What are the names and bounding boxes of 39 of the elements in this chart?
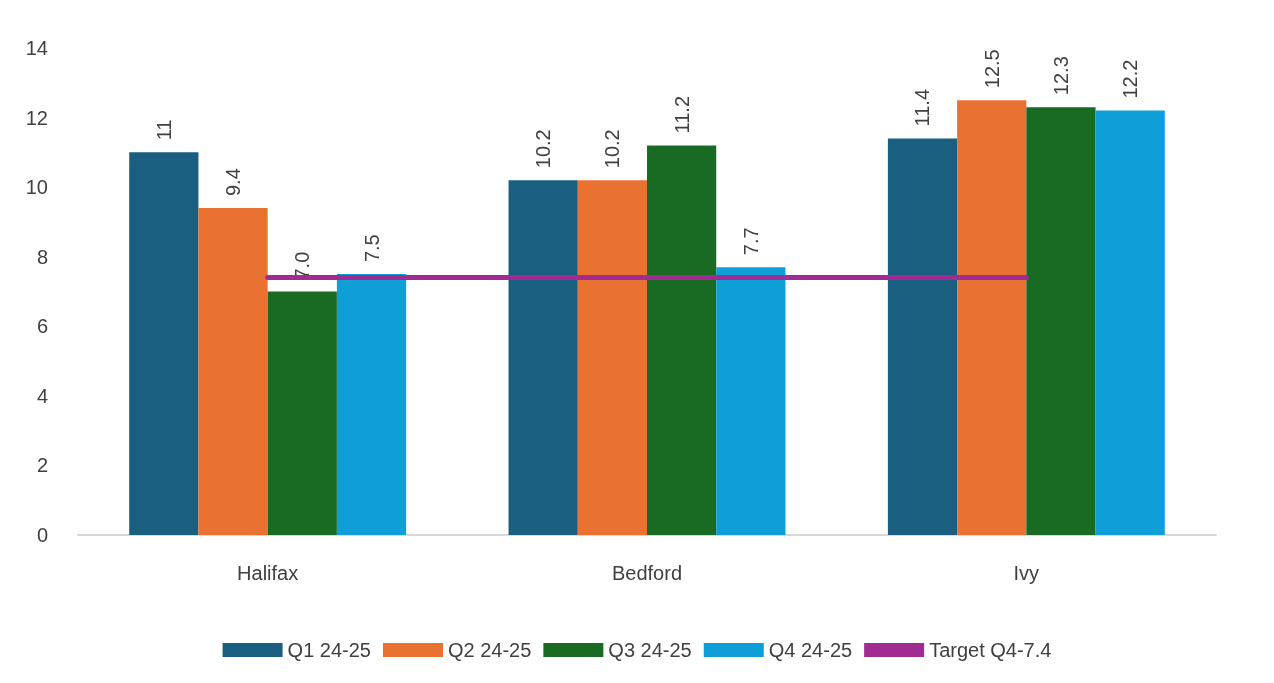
data-label: 11.4 — [911, 88, 934, 127]
y-tick-label: 4 — [36, 384, 48, 407]
x-tick-label: Halifax — [237, 562, 299, 584]
data-label: 12.2 — [1119, 59, 1142, 99]
bar — [647, 145, 717, 535]
bar — [267, 291, 337, 535]
x-tick-label: Ivy — [1013, 562, 1040, 584]
y-tick-label: 0 — [36, 524, 48, 546]
y-tick-label: 12 — [25, 106, 48, 129]
bar — [198, 208, 268, 535]
data-label: 7.5 — [360, 234, 383, 263]
y-tick-label: 8 — [36, 245, 48, 268]
data-label: 10.2 — [532, 129, 555, 169]
bar — [1026, 107, 1096, 535]
bar — [887, 138, 958, 535]
bar — [1095, 110, 1165, 535]
bar — [577, 180, 647, 535]
data-label: 11.2 — [670, 95, 693, 134]
legend-label: Q4 24-25 — [768, 639, 853, 661]
legend-label: Q3 24-25 — [608, 639, 692, 661]
bar — [336, 274, 407, 535]
data-label: 12.3 — [1049, 56, 1072, 96]
bar — [716, 267, 786, 535]
data-label: 11 — [152, 119, 175, 141]
bar — [508, 180, 578, 535]
y-tick-label: 2 — [36, 454, 48, 477]
legend-label: Q1 24-25 — [287, 639, 371, 661]
bar — [957, 100, 1027, 535]
data-label: 7.7 — [739, 227, 762, 256]
y-tick-label: 10 — [25, 176, 48, 199]
legend-label: Q2 24-25 — [447, 639, 532, 661]
data-label: 9.4 — [222, 168, 245, 197]
bar — [129, 152, 199, 535]
x-tick-label: Bedford — [611, 562, 683, 584]
data-label: 12.5 — [980, 49, 1003, 89]
y-tick-label: 14 — [25, 37, 48, 59]
legend-label: Target Q4-7.4 — [929, 639, 1052, 661]
data-label: 10.2 — [601, 129, 624, 169]
y-tick-label: 6 — [36, 315, 48, 338]
